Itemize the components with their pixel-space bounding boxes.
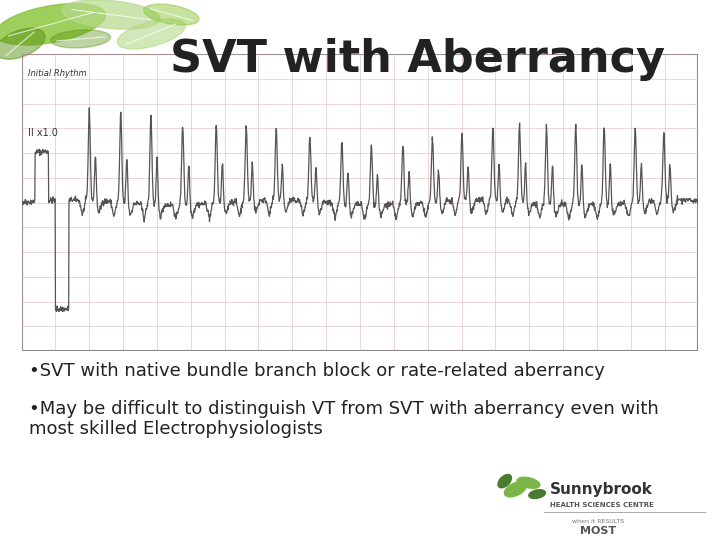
Text: II x1.0: II x1.0 bbox=[28, 128, 58, 138]
Text: •May be difficult to distinguish VT from SVT with aberrancy even with
most skill: •May be difficult to distinguish VT from… bbox=[29, 400, 659, 438]
Ellipse shape bbox=[144, 4, 199, 25]
Text: SVT with Aberrancy: SVT with Aberrancy bbox=[170, 38, 665, 81]
Text: Initial Rhythm: Initial Rhythm bbox=[28, 69, 87, 78]
Ellipse shape bbox=[0, 28, 45, 59]
Ellipse shape bbox=[50, 30, 111, 48]
Ellipse shape bbox=[498, 475, 511, 488]
Ellipse shape bbox=[117, 19, 185, 49]
Text: when it RESULTS: when it RESULTS bbox=[572, 519, 624, 524]
Ellipse shape bbox=[517, 477, 540, 488]
Ellipse shape bbox=[505, 482, 526, 497]
Text: MOST: MOST bbox=[580, 526, 616, 536]
Text: •SVT with native bundle branch block or rate-related aberrancy: •SVT with native bundle branch block or … bbox=[29, 362, 605, 380]
Ellipse shape bbox=[528, 490, 546, 498]
Text: Sunnybrook: Sunnybrook bbox=[550, 482, 653, 497]
Ellipse shape bbox=[62, 0, 160, 29]
Text: HEALTH SCIENCES CENTRE: HEALTH SCIENCES CENTRE bbox=[550, 502, 654, 509]
Ellipse shape bbox=[0, 4, 106, 45]
